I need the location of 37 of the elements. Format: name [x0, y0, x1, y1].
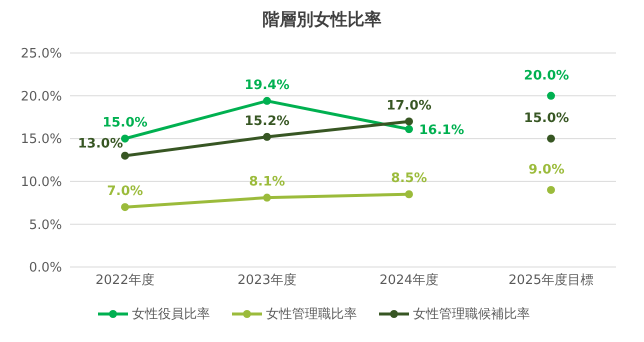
y-tick-label: 0.0%	[28, 260, 62, 276]
point	[263, 132, 271, 141]
x-tick-label: 2023年度	[237, 272, 297, 288]
legend-label: 女性管理職候補比率	[412, 306, 530, 323]
point	[547, 186, 555, 194]
point	[121, 203, 129, 212]
data-label: 7.0%	[106, 184, 144, 200]
data-label: 16.1%	[419, 123, 464, 138]
point	[405, 190, 413, 198]
data-label: 20.0%	[524, 68, 570, 84]
data-label: 15.0%	[524, 111, 570, 126]
chart-title: 階層別女性比率	[262, 9, 382, 31]
legend-label: 女性管理職比率	[265, 306, 357, 323]
point	[121, 152, 129, 160]
y-tick-label: 20.0%	[20, 89, 62, 104]
data-label: 17.0%	[386, 98, 432, 114]
data-label: 8.5%	[390, 171, 428, 186]
point	[263, 96, 271, 105]
y-tick-label: 25.0%	[20, 46, 62, 62]
y-tick-label: 15.0%	[20, 132, 62, 148]
data-label: 15.0%	[102, 116, 148, 131]
y-tick-label: 5.0%	[28, 218, 62, 233]
point	[547, 134, 555, 143]
legend-label: 女性役員比率	[131, 306, 210, 323]
point	[405, 117, 413, 126]
x-tick-label: 2022年度	[95, 272, 155, 288]
data-label: 13.0%	[78, 136, 123, 152]
x-tick-label: 2025年度目標	[508, 272, 594, 288]
point	[547, 92, 555, 100]
data-label: 9.0%	[528, 162, 565, 178]
x-tick-label: 2024年度	[379, 272, 439, 288]
point	[263, 194, 271, 202]
point	[405, 125, 413, 134]
data-label: 19.4%	[244, 78, 290, 93]
data-label: 15.2%	[244, 114, 290, 129]
y-tick-label: 10.0%	[20, 175, 62, 190]
data-label: 8.1%	[248, 174, 286, 190]
